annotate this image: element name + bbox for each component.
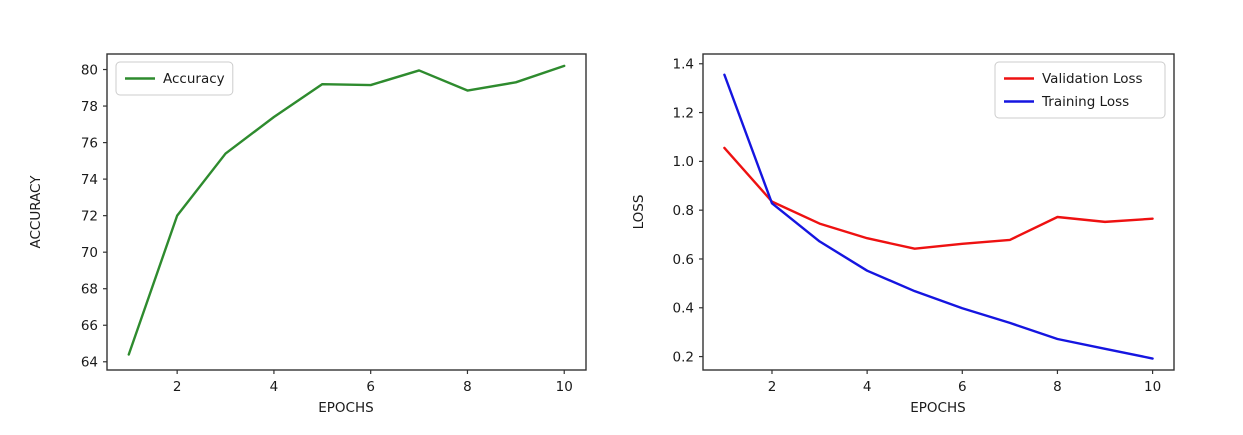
loss-series-group [723,73,1154,360]
y-tick-label: 0.8 [673,203,694,219]
x-tick-label: 4 [270,379,279,395]
accuracy-y-axis-label: ACCURACY [28,175,44,249]
loss-plot-svg: 2 4 6 8 10 0.2 0.4 0.6 0.8 1.0 1.2 1.4 Validation L… [631,53,1175,416]
y-tick-label: 74 [81,172,98,188]
legend-frame [994,61,1166,119]
y-tick-label: 0.2 [673,349,694,365]
series-line-accuracy [127,64,566,356]
x-tick-label: 2 [768,379,777,395]
accuracy-chart-panel: 2 4 6 8 10 64 66 68 70 72 74 76 78 80 Accuracy EPOCHS… [0,0,621,435]
x-tick-label: 6 [366,379,375,395]
accuracy-plot-background [107,54,586,370]
y-tick-label: 78 [81,99,98,115]
accuracy-axes-frame [106,53,587,371]
x-tick-label: 4 [863,379,872,395]
y-tick-label: 1.0 [673,154,694,170]
y-tick-label: 76 [81,135,98,151]
loss-chart-panel: 2 4 6 8 10 0.2 0.4 0.6 0.8 1.0 1.2 1.4 Validation L… [621,0,1243,435]
y-tick-label: 0.6 [673,252,694,268]
x-tick-label: 8 [1053,379,1062,395]
legend-label-training-loss: Training Loss [1041,94,1129,110]
y-tick-label: 1.2 [673,105,694,121]
series-line-training-loss [723,73,1154,360]
y-tick-label: 72 [81,208,98,224]
accuracy-x-axis-label: EPOCHS [318,400,373,416]
y-tick-label: 0.4 [673,301,694,317]
loss-legend[interactable]: Validation Loss Training Loss [994,61,1166,119]
loss-tick-group: 2 4 6 8 10 0.2 0.4 0.6 0.8 1.0 1.2 1.4 [673,57,1162,395]
y-tick-label: 80 [81,62,98,78]
loss-y-axis-label: LOSS [631,195,647,230]
x-tick-label: 2 [173,379,182,395]
series-line-validation-loss [723,146,1154,250]
x-tick-label: 10 [556,379,573,395]
loss-axes-frame [702,53,1175,371]
loss-plot-area: 2 4 6 8 10 0.2 0.4 0.6 0.8 1.0 1.2 1.4 Validation L… [631,53,1175,416]
accuracy-series-group [127,64,566,356]
y-tick-label: 70 [81,245,98,261]
y-tick-label: 68 [81,282,98,298]
legend-label-validation-loss: Validation Loss [1042,71,1143,87]
accuracy-legend[interactable]: Accuracy [115,61,234,96]
loss-x-axis-label: EPOCHS [910,400,965,416]
x-tick-label: 6 [958,379,967,395]
legend-frame [115,61,234,96]
x-tick-label: 8 [463,379,472,395]
y-tick-label: 64 [81,355,98,371]
x-tick-label: 10 [1144,379,1161,395]
y-tick-label: 1.4 [673,57,694,73]
y-tick-label: 66 [81,318,98,334]
legend-label-accuracy: Accuracy [163,71,225,87]
